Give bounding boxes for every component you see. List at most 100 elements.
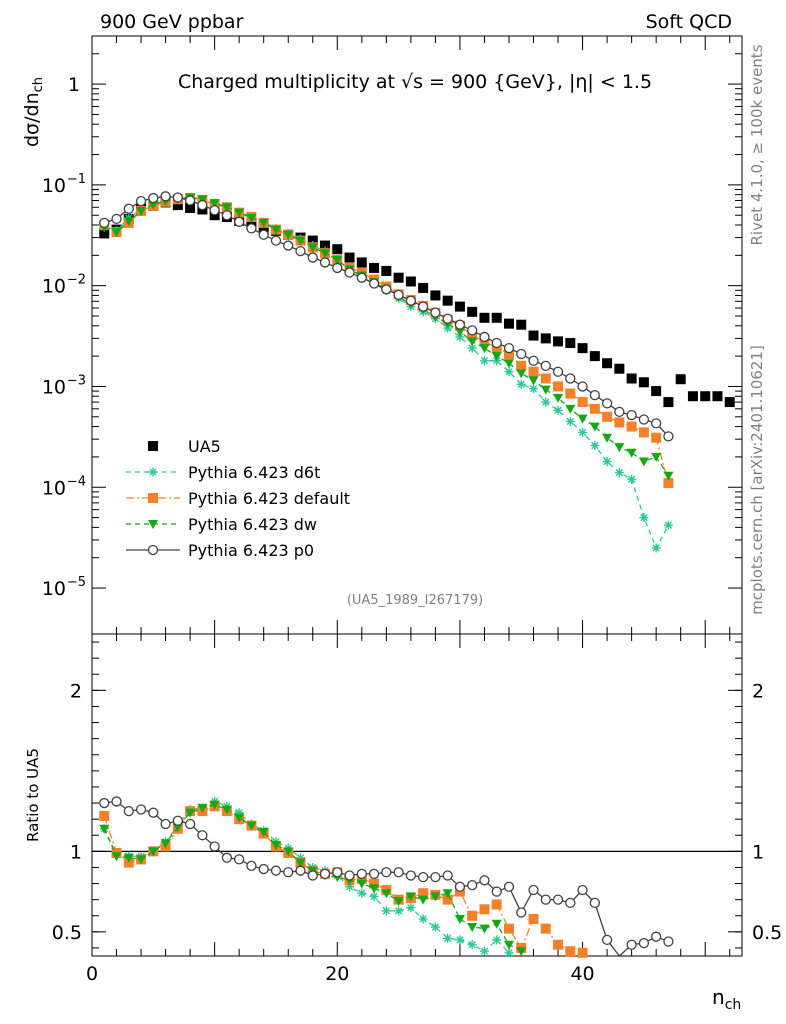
point-d6t-39: [565, 416, 575, 426]
point-p0-5: [148, 807, 159, 818]
point-dw-15: [270, 225, 281, 235]
point-p0-4: [135, 195, 147, 207]
point-p0-11: [221, 852, 233, 863]
point-UA5-47: [663, 397, 674, 408]
point-dw-27: [418, 895, 429, 905]
point-dw-2: [111, 228, 122, 238]
point-dw-44: [626, 448, 637, 458]
point-dw-36: [528, 376, 539, 386]
point-default-38: [553, 381, 564, 392]
point-dw-10: [209, 199, 220, 209]
point-dw-24: [381, 889, 392, 899]
mcplots-label: mcplots.cern.ch [arXiv:2401.10621]: [748, 345, 766, 615]
xtick-label: 0: [86, 963, 98, 985]
point-p0-12: [234, 854, 245, 865]
point-d6t-46: [651, 543, 661, 553]
point-dw-37: [540, 385, 551, 395]
point-dw-1: [99, 824, 110, 834]
point-UA5-28: [430, 290, 441, 301]
point-dw-9: [197, 195, 208, 205]
point-dw-14: [258, 218, 269, 228]
point-dw-35: [516, 369, 527, 379]
point-default-42: [602, 411, 613, 422]
point-d6t-38: [553, 405, 563, 415]
point-p0-6: [160, 191, 171, 202]
point-UA5-31: [467, 306, 478, 317]
point-p0-24: [381, 284, 392, 295]
point-p0-3: [123, 203, 134, 214]
point-dw-12: [234, 813, 245, 823]
point-UA5-23: [369, 262, 380, 273]
analysis-tag: (UA5_1989_I267179): [347, 593, 483, 608]
point-default-38: [553, 939, 564, 950]
point-default-43: [614, 417, 625, 428]
point-p0-18: [307, 870, 318, 881]
point-p0-19: [319, 868, 331, 880]
point-default-31: [467, 910, 478, 921]
point-dw-31: [467, 337, 478, 347]
ratio-series: [99, 796, 674, 958]
point-p0-47: [663, 936, 674, 947]
point-p0-18: [307, 252, 318, 263]
point-UA5-24: [381, 265, 392, 276]
point-UA5-45: [638, 377, 649, 388]
legend-marker-UA5: [148, 441, 158, 451]
point-p0-34: [503, 881, 515, 892]
point-d6t-35: [516, 379, 526, 389]
point-UA5-25: [393, 272, 404, 283]
point-d6t-24: [381, 906, 391, 916]
point-p0-43: [614, 406, 625, 417]
svg-text:nch: nch: [712, 985, 741, 1013]
point-p0-40: [577, 884, 588, 896]
point-default-36: [528, 913, 539, 924]
point-p0-19: [319, 257, 331, 268]
point-dw-38: [553, 393, 564, 403]
point-default-41: [589, 403, 600, 414]
point-p0-27: [417, 871, 429, 883]
point-p0-38: [552, 894, 564, 905]
point-dw-25: [393, 897, 404, 907]
point-UA5-30: [454, 301, 465, 312]
point-p0-14: [258, 863, 269, 875]
point-dw-23: [369, 884, 380, 894]
point-p0-26: [405, 295, 417, 306]
point-UA5-43: [614, 363, 625, 374]
ratio-ticks: 0.5 0.51 12 20 20 40: [52, 634, 782, 985]
legend-marker-dw: [148, 520, 158, 529]
point-dw-46: [651, 452, 662, 462]
point-default-23: [369, 878, 380, 889]
point-p0-42: [601, 398, 613, 409]
point-p0-45: [638, 414, 650, 425]
point-UA5-29: [442, 295, 453, 306]
ratio-frame: [91, 633, 743, 957]
point-dw-28: [430, 892, 441, 902]
ratio-ylabel: Ratio to UA5: [24, 748, 42, 842]
point-p0-1: [99, 797, 110, 809]
point-p0-27: [417, 301, 429, 312]
legend-label-dw: Pythia 6.423 dw: [188, 515, 317, 534]
point-p0-15: [270, 235, 282, 246]
point-p0-9: [197, 830, 208, 841]
point-d6t-34: [504, 367, 514, 377]
point-dw-11: [221, 203, 232, 213]
point-dw-39: [565, 404, 576, 414]
point-dw-29: [442, 889, 453, 899]
main-ytick-exponent: −4: [67, 474, 86, 489]
point-d6t-31: [467, 940, 477, 950]
point-default-36: [528, 366, 539, 377]
point-dw-5: [148, 847, 159, 857]
header-right: Soft QCD: [646, 11, 732, 33]
point-p0-35: [516, 907, 527, 918]
point-p0-17: [295, 246, 306, 257]
point-dw-33: [491, 352, 502, 362]
point-dw-31: [467, 923, 478, 933]
point-dw-40: [577, 414, 588, 424]
point-d6t-34: [504, 948, 514, 958]
point-p0-30: [454, 881, 466, 892]
point-p0-13: [246, 223, 257, 234]
point-default-37: [540, 923, 551, 934]
point-p0-46: [651, 418, 662, 429]
point-UA5-20: [332, 244, 343, 255]
point-p0-6: [160, 818, 171, 830]
point-UA5-19: [320, 240, 331, 251]
